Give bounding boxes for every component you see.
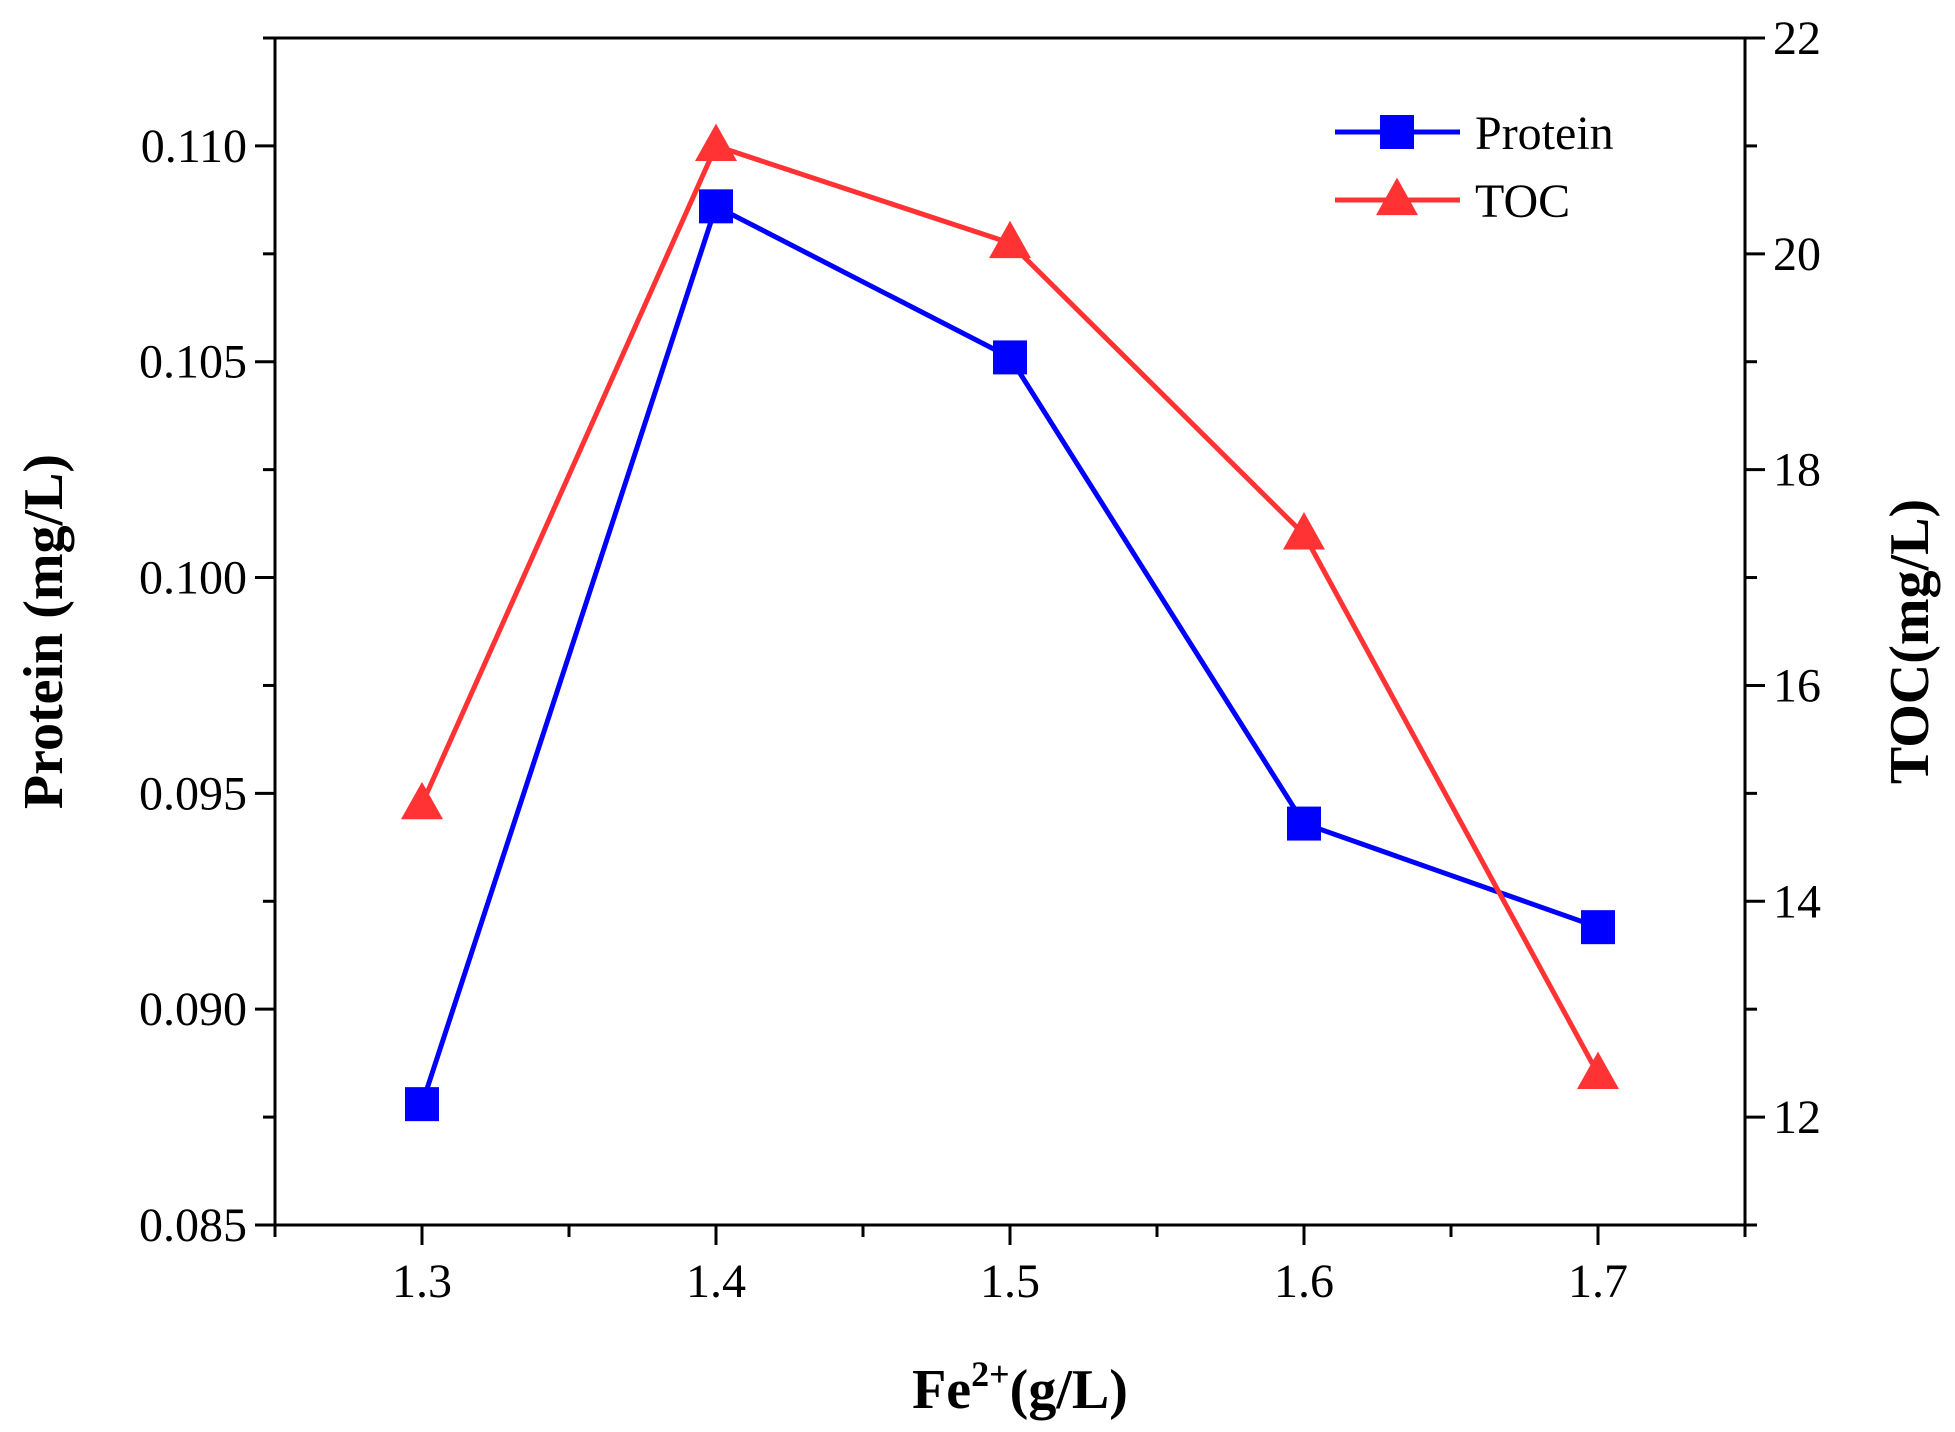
x-tick-label: 1.7 <box>1568 1255 1628 1308</box>
protein-legend-label: Protein <box>1475 107 1614 160</box>
y-right-tick-label: 18 <box>1773 444 1821 497</box>
toc-data-point <box>695 123 737 162</box>
axes-layer: 1.3 1.4 1.5 1.6 1.7 0.085 0.090 0.095 0.100 0.105… <box>139 12 1821 1308</box>
toc-data-point <box>1283 512 1325 550</box>
y-left-tick-label: 0.090 <box>139 983 247 1036</box>
y-left-tick-label: 0.110 <box>141 120 247 173</box>
x-tick-label: 1.3 <box>392 1255 452 1308</box>
axis-titles: Fe2+(g/L) Protein (mg/L) TOC(mg/L) <box>13 454 1941 1421</box>
protein-legend-marker <box>1380 115 1414 149</box>
y-left-axis-title: Protein (mg/L) <box>13 454 75 809</box>
x-tick-label: 1.4 <box>686 1255 746 1308</box>
y-left-tick-label: 0.105 <box>139 336 247 389</box>
toc-data-point <box>989 220 1031 259</box>
x-axis-title: Fe2+(g/L) <box>912 1354 1128 1421</box>
toc-legend-marker <box>1376 177 1418 216</box>
toc-legend-label: TOC <box>1475 175 1570 228</box>
protein-data-point <box>405 1087 439 1122</box>
y-right-tick-label: 14 <box>1773 875 1821 928</box>
y-right-tick-label: 16 <box>1773 659 1821 712</box>
series-layer <box>401 123 1619 1122</box>
y-right-axis-title: TOC(mg/L) <box>1879 499 1941 784</box>
y-left-tick-label: 0.100 <box>139 552 247 605</box>
y-left-tick-label: 0.095 <box>139 767 247 820</box>
y-right-tick-label: 20 <box>1773 228 1821 281</box>
toc-data-point <box>401 781 443 820</box>
x-tick-label: 1.5 <box>980 1255 1040 1308</box>
y-right-tick-label: 22 <box>1773 12 1821 65</box>
toc-data-point <box>1577 1051 1619 1090</box>
toc-series-line <box>419 143 1601 1076</box>
protein-data-point <box>1581 910 1615 945</box>
protein-data-point <box>993 340 1027 375</box>
x-tick-label: 1.6 <box>1274 1255 1334 1308</box>
y-right-tick-label: 12 <box>1773 1091 1821 1144</box>
legend: Protein TOC <box>1335 107 1614 228</box>
protein-data-point <box>1287 806 1321 841</box>
protein-data-point <box>699 189 733 224</box>
y-left-tick-label: 0.085 <box>139 1199 247 1252</box>
